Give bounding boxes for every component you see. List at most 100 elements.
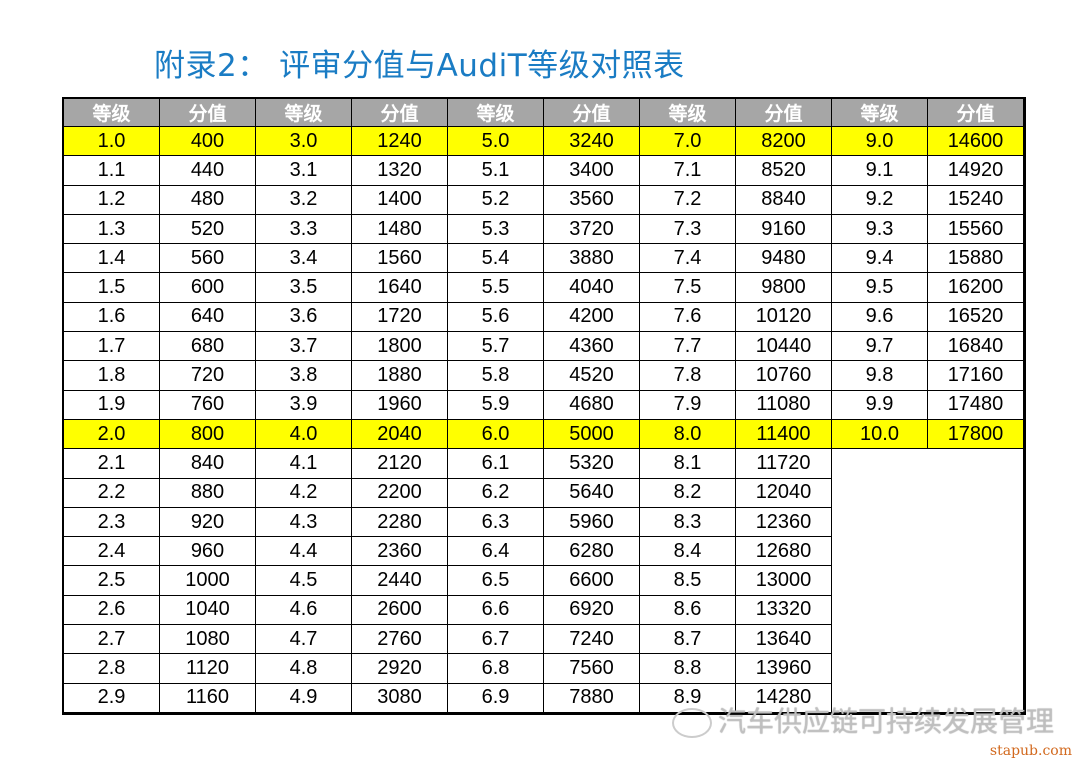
grade-cell: 4.8 bbox=[255, 653, 352, 684]
score-cell: 5000 bbox=[543, 418, 640, 450]
grade-cell: 9.5 bbox=[831, 272, 928, 303]
empty-cell bbox=[831, 565, 1025, 596]
table-row: 2.5 1000 4.5 2440 6.5 6600 8.5 13000 bbox=[62, 565, 1025, 596]
score-cell: 2040 bbox=[351, 418, 448, 450]
score-cell: 1960 bbox=[351, 389, 448, 420]
grade-cell: 9.7 bbox=[831, 331, 928, 362]
grade-cell: 1.1 bbox=[62, 155, 160, 186]
grade-cell: 5.1 bbox=[447, 155, 544, 186]
watermark-text: 汽车供应链可持续发展管理 bbox=[718, 705, 1055, 738]
score-cell: 13320 bbox=[735, 594, 832, 626]
score-cell: 2760 bbox=[351, 624, 448, 655]
grade-cell: 6.6 bbox=[447, 594, 544, 626]
grade-cell: 9.8 bbox=[831, 360, 928, 391]
score-cell: 1000 bbox=[159, 565, 256, 596]
table-row: 1.4 560 3.4 1560 5.4 3880 7.4 9480 9.4 15880 bbox=[62, 243, 1025, 274]
grade-cell: 6.5 bbox=[447, 565, 544, 596]
wechat-icon bbox=[672, 708, 712, 738]
score-cell: 11080 bbox=[735, 389, 832, 420]
grade-cell: 1.6 bbox=[62, 301, 160, 333]
grade-cell: 5.2 bbox=[447, 184, 544, 215]
table-row: 1.3 520 3.3 1480 5.3 3720 7.3 9160 9.3 15560 bbox=[62, 213, 1025, 245]
grade-cell: 6.1 bbox=[447, 448, 544, 479]
grade-cell: 1.0 bbox=[62, 125, 160, 157]
score-cell: 1160 bbox=[159, 682, 256, 714]
grade-cell: 5.0 bbox=[447, 125, 544, 157]
empty-cell bbox=[831, 683, 1025, 714]
grade-cell: 5.5 bbox=[447, 272, 544, 303]
page-title: 附录2： 评审分值与AudiT等级对照表 bbox=[154, 48, 685, 84]
score-cell: 3880 bbox=[543, 243, 640, 274]
score-cell: 6600 bbox=[543, 565, 640, 596]
grade-cell: 3.8 bbox=[255, 360, 352, 391]
grade-cell: 2.9 bbox=[62, 682, 160, 714]
grade-cell: 4.9 bbox=[255, 682, 352, 714]
grade-cell: 9.1 bbox=[831, 155, 928, 186]
grade-cell: 9.6 bbox=[831, 301, 928, 333]
grade-cell: 6.9 bbox=[447, 682, 544, 714]
score-cell: 960 bbox=[159, 536, 256, 567]
grade-cell: 8.6 bbox=[639, 594, 736, 626]
header-grade: 等级 bbox=[62, 97, 160, 127]
grade-cell: 8.8 bbox=[639, 653, 736, 684]
score-cell: 13000 bbox=[735, 565, 832, 596]
grade-cell: 3.1 bbox=[255, 155, 352, 186]
grade-cell: 7.4 bbox=[639, 243, 736, 274]
grade-cell: 8.3 bbox=[639, 506, 736, 538]
score-cell: 14600 bbox=[927, 125, 1025, 157]
grade-cell: 2.5 bbox=[62, 565, 160, 596]
grade-cell: 3.2 bbox=[255, 184, 352, 215]
score-cell: 3400 bbox=[543, 155, 640, 186]
score-cell: 16200 bbox=[927, 272, 1025, 303]
score-cell: 1640 bbox=[351, 272, 448, 303]
score-cell: 480 bbox=[159, 184, 256, 215]
grade-cell: 5.9 bbox=[447, 389, 544, 420]
grade-cell: 8.5 bbox=[639, 565, 736, 596]
score-cell: 760 bbox=[159, 389, 256, 420]
empty-cell bbox=[831, 478, 1025, 508]
grade-cell: 4.3 bbox=[255, 506, 352, 538]
table-row: 2.1 840 4.1 2120 6.1 5320 8.1 11720 bbox=[62, 448, 1025, 479]
grade-cell: 3.4 bbox=[255, 243, 352, 274]
grade-cell: 2.0 bbox=[62, 418, 160, 450]
grade-cell: 6.4 bbox=[447, 536, 544, 567]
score-cell: 2360 bbox=[351, 536, 448, 567]
grade-cell: 9.9 bbox=[831, 389, 928, 420]
grade-cell: 7.6 bbox=[639, 301, 736, 333]
score-cell: 5640 bbox=[543, 477, 640, 508]
table-row: 2.2 880 4.2 2200 6.2 5640 8.2 12040 bbox=[62, 477, 1025, 508]
grade-cell: 3.0 bbox=[255, 125, 352, 157]
grade-cell: 3.9 bbox=[255, 389, 352, 420]
score-cell: 600 bbox=[159, 272, 256, 303]
score-cell: 2280 bbox=[351, 506, 448, 538]
score-cell: 920 bbox=[159, 506, 256, 538]
header-grade: 等级 bbox=[831, 97, 928, 127]
header-grade: 等级 bbox=[639, 97, 736, 127]
score-cell: 3240 bbox=[543, 125, 640, 157]
grade-cell: 1.8 bbox=[62, 360, 160, 391]
score-cell: 9480 bbox=[735, 243, 832, 274]
grade-cell: 2.1 bbox=[62, 448, 160, 479]
score-cell: 3720 bbox=[543, 213, 640, 245]
table-row: 2.3 920 4.3 2280 6.3 5960 8.3 12360 bbox=[62, 506, 1025, 538]
table-row: 1.5 600 3.5 1640 5.5 4040 7.5 9800 9.5 16200 bbox=[62, 272, 1025, 303]
grade-cell: 6.7 bbox=[447, 624, 544, 655]
score-cell: 11400 bbox=[735, 418, 832, 450]
grade-cell: 4.2 bbox=[255, 477, 352, 508]
grade-cell: 1.5 bbox=[62, 272, 160, 303]
grade-cell: 9.0 bbox=[831, 125, 928, 157]
score-cell: 11720 bbox=[735, 448, 832, 479]
grade-cell: 10.0 bbox=[831, 418, 928, 450]
score-cell: 9160 bbox=[735, 213, 832, 245]
grade-cell: 7.0 bbox=[639, 125, 736, 157]
header-score: 分值 bbox=[543, 97, 640, 127]
score-cell: 10440 bbox=[735, 331, 832, 362]
score-cell: 7240 bbox=[543, 624, 640, 655]
score-cell: 9800 bbox=[735, 272, 832, 303]
table-row: 2.6 1040 4.6 2600 6.6 6920 8.6 13320 bbox=[62, 594, 1025, 626]
grade-cell: 4.5 bbox=[255, 565, 352, 596]
table-row: 1.6 640 3.6 1720 5.6 4200 7.6 10120 9.6 16520 bbox=[62, 301, 1025, 333]
grade-cell: 3.5 bbox=[255, 272, 352, 303]
score-cell: 6280 bbox=[543, 536, 640, 567]
grade-cell: 2.4 bbox=[62, 536, 160, 567]
